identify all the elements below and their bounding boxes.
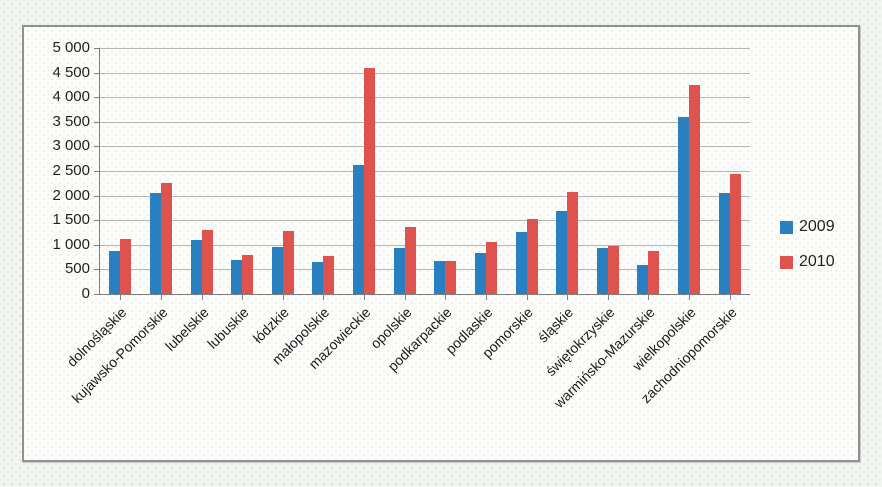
gridline [100, 48, 750, 49]
bar-2009-mazowieckie [353, 165, 364, 294]
x-axis-tick [283, 295, 284, 300]
bar-2010-łódzkie [283, 231, 294, 294]
y-axis-tick [94, 220, 100, 221]
bar-2010-dolnośląskie [120, 239, 131, 294]
bar-2009-małopolskie [312, 262, 323, 294]
gridline [100, 196, 750, 197]
legend-label-2010: 2010 [799, 253, 835, 270]
bar-2010-kujawsko-Pomorskie [161, 183, 172, 294]
x-axis-tick [242, 295, 243, 300]
y-axis-tick [94, 73, 100, 74]
x-axis-tick [405, 295, 406, 300]
legend-swatch-2009-icon [780, 220, 793, 234]
bar-2009-lubuskie [231, 260, 242, 294]
legend-label-2009: 2009 [799, 218, 835, 235]
bar-2009-wielkopolskie [678, 117, 689, 294]
gridline [100, 171, 750, 172]
x-axis-tick [202, 295, 203, 300]
x-axis-tick [608, 295, 609, 300]
y-axis-label: 3 500 [52, 113, 90, 130]
x-axis-tick [648, 295, 649, 300]
gridline [100, 269, 750, 270]
legend: 2009 2010 [780, 218, 835, 270]
legend-item-2009: 2009 [780, 218, 835, 235]
y-axis-tick [94, 146, 100, 147]
bar-2009-zachodniopomorskie [719, 193, 730, 294]
bar-2010-śląskie [567, 192, 578, 294]
y-axis-label: 500 [64, 260, 90, 277]
bar-2009-świętokrzyskie [597, 248, 608, 294]
x-axis-tick [527, 295, 528, 300]
x-axis-tick [323, 295, 324, 300]
gridline [100, 220, 750, 221]
bar-2010-mazowieckie [364, 68, 375, 294]
gridline [100, 73, 750, 74]
y-axis-tick [94, 196, 100, 197]
chart-frame: 0 500 1 000 1 500 2 000 2 500 3 000 3 500 4 000 4… [22, 25, 860, 462]
bar-2010-podlaskie [486, 242, 497, 294]
x-axis-tick [445, 295, 446, 300]
y-axis-labels: 0 500 1 000 1 500 2 000 2 500 3 000 3 500 4 000 4… [24, 40, 90, 302]
gridline [100, 97, 750, 98]
bar-2010-pomorskie [527, 219, 538, 294]
y-axis-label: 5 000 [52, 39, 90, 56]
y-axis-tick [94, 245, 100, 246]
y-axis-tick [94, 48, 100, 49]
x-axis-label: lubelskie [161, 304, 212, 354]
bar-2009-warmińsko-Mazurskie [637, 265, 648, 294]
bar-2009-podkarpackie [434, 261, 445, 294]
bar-2009-pomorskie [516, 232, 527, 294]
bar-2009-opolskie [394, 248, 405, 294]
bar-2010-warmińsko-Mazurskie [648, 251, 659, 294]
x-axis-tick [730, 295, 731, 300]
y-axis-tick [94, 294, 100, 295]
bar-2010-wielkopolskie [689, 85, 700, 294]
bar-2010-lubuskie [242, 255, 253, 294]
bar-2010-lubelskie [202, 230, 213, 294]
x-axis-tick [364, 295, 365, 300]
y-axis-label: 0 [81, 285, 90, 302]
gridline [100, 245, 750, 246]
x-axis-tick [161, 295, 162, 300]
y-axis-label: 2 000 [52, 187, 90, 204]
gridline [100, 146, 750, 147]
bar-2009-łódzkie [272, 247, 283, 294]
y-axis-label: 2 500 [52, 162, 90, 179]
bar-2010-podkarpackie [445, 261, 456, 294]
x-axis-tick [567, 295, 568, 300]
gridline [100, 122, 750, 123]
y-axis-label: 1 500 [52, 211, 90, 228]
x-axis-tick [689, 295, 690, 300]
y-axis-label: 3 000 [52, 137, 90, 154]
bar-2010-opolskie [405, 227, 416, 294]
y-axis-tick [94, 171, 100, 172]
bar-2010-świętokrzyskie [608, 246, 619, 294]
bar-2010-małopolskie [323, 256, 334, 294]
y-axis-tick [94, 122, 100, 123]
y-axis-tick [94, 97, 100, 98]
x-axis-label: lubuskie [203, 304, 252, 352]
bar-2009-śląskie [556, 211, 567, 294]
legend-swatch-2010-icon [780, 255, 793, 269]
bar-2010-zachodniopomorskie [730, 174, 741, 294]
y-axis-label: 4 500 [52, 64, 90, 81]
x-axis-tick [120, 295, 121, 300]
y-axis-label: 4 000 [52, 88, 90, 105]
bar-2009-kujawsko-Pomorskie [150, 193, 161, 294]
bar-2009-podlaskie [475, 253, 486, 294]
plot-area: dolnośląskie kujawsko-Pomorskie lubelskie l… [64, 48, 750, 411]
bar-2009-dolnośląskie [109, 251, 120, 294]
bar-2009-lubelskie [191, 240, 202, 294]
y-axis-tick [94, 269, 100, 270]
legend-item-2010: 2010 [780, 253, 835, 270]
y-axis-label: 1 000 [52, 236, 90, 253]
x-axis-tick [486, 295, 487, 300]
